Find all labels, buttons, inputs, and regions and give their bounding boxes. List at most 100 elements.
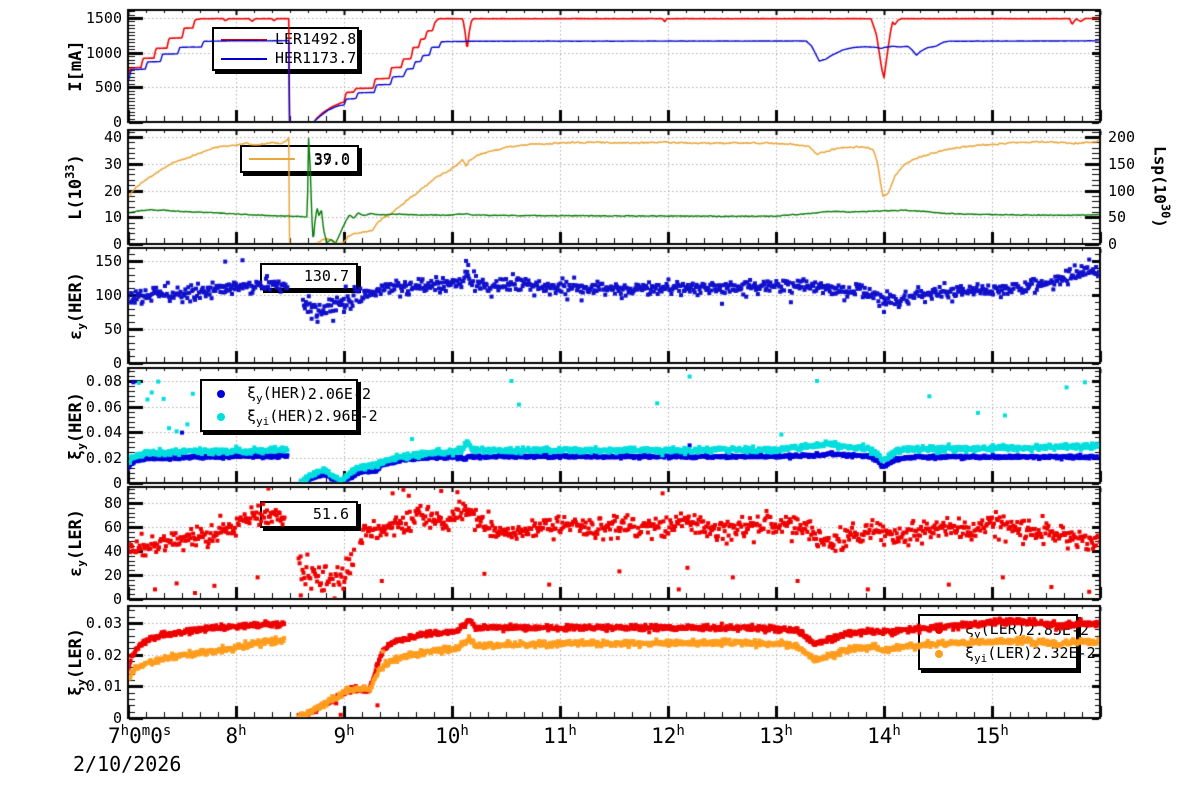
right-y-tick-label: 0 bbox=[1108, 235, 1118, 253]
x-hour-label-unit: h bbox=[784, 723, 793, 739]
y-axis-title-xi-her-text: ξy(HER) bbox=[66, 391, 88, 459]
right-axis-title-text: Lsp(1030) bbox=[1150, 146, 1173, 228]
legend-row: HER 1173.7 bbox=[214, 50, 357, 67]
y-tick-label: 0 bbox=[112, 235, 122, 253]
y-tick-label: 0.02 bbox=[85, 645, 122, 664]
y-axis-title-luminosity-text-text2: ) bbox=[66, 154, 86, 165]
x-hour-label-num: 15 bbox=[975, 724, 1001, 748]
x-tick-label-hour: 10h bbox=[435, 723, 469, 748]
legend-series-label: ξyi(HER) bbox=[247, 406, 315, 428]
y-axis-title-ey-her-text-text: ε bbox=[66, 329, 86, 340]
y-tick-label: 60 bbox=[103, 517, 122, 536]
legend-marker-dot bbox=[217, 390, 225, 399]
y-axis-title-beam-current-text: I[mA] bbox=[66, 40, 86, 91]
legend-series-label: LER bbox=[275, 31, 302, 48]
y-tick-label: 0.06 bbox=[85, 397, 122, 416]
y-tick-label: 0 bbox=[112, 590, 122, 608]
right-y-tick-label: 50 bbox=[1108, 208, 1127, 227]
legend-marker-dot bbox=[935, 626, 943, 635]
legend-row: ξyi(LER) 2.32E-2 bbox=[920, 643, 1096, 665]
legend-series-label-text-text: ξ bbox=[965, 643, 975, 662]
y-axis-title-luminosity-text-text: L(10 bbox=[66, 178, 86, 220]
x-hour-label-unit: h bbox=[460, 723, 469, 739]
x-first-label-unit: m bbox=[141, 723, 151, 739]
legend-series-label-text-subscript: yi bbox=[974, 651, 988, 665]
y-axis-title-ey-her-text-text2: (HER) bbox=[66, 271, 86, 323]
legend-series-label: HER bbox=[275, 50, 302, 67]
y-axis-title-beam-current: I[mA] bbox=[66, 40, 86, 91]
legend-series-value: 130.7 bbox=[304, 268, 349, 285]
legend-value-text: 2.32E-2 bbox=[1032, 644, 1096, 663]
x-first-label-num: 0 bbox=[150, 724, 163, 748]
legend-series-label-text: HER bbox=[275, 49, 302, 67]
x-first-label-unit: s bbox=[162, 723, 172, 739]
x-tick-label-hour: 12h bbox=[651, 723, 685, 748]
y-tick-label: 1500 bbox=[85, 8, 122, 27]
legend-series-label-text-text: LER bbox=[275, 30, 303, 48]
y-tick-label: 80 bbox=[103, 493, 122, 512]
y-tick-label: 50 bbox=[103, 319, 122, 338]
x-hour-label-num: 8 bbox=[225, 724, 239, 748]
legend-series-label-text: ξy(HER) bbox=[247, 384, 308, 406]
right-y-tick-label: 150 bbox=[1108, 154, 1136, 173]
legend-series-label-text-text: ξ bbox=[965, 620, 975, 639]
y-axis-title-xi-ler-text: ξy(LER) bbox=[66, 628, 88, 697]
legend-row: 51.6 bbox=[262, 506, 356, 523]
legend-line-sample bbox=[221, 38, 267, 41]
right-axis-title: Lsp(1030) bbox=[1150, 146, 1173, 228]
legend-box-luminosity: 39.0 37.0 bbox=[240, 145, 359, 173]
y-tick-label: 0.03 bbox=[85, 614, 122, 632]
x-first-label-num: 7 bbox=[108, 724, 121, 748]
legend-series-label-text-text2: (LER) bbox=[987, 643, 1033, 662]
y-axis-title-xi-her-text-subscript: y bbox=[75, 442, 88, 450]
y-axis-title-ey-ler-text-text2: (LER) bbox=[66, 508, 86, 561]
y-tick-label: 0 bbox=[112, 474, 122, 492]
x-hour-label-num: 12 bbox=[651, 724, 677, 748]
legend-series-label-text: ξyi(LER) bbox=[965, 643, 1033, 665]
y-tick-label: 0.02 bbox=[85, 448, 122, 467]
legend-series-value: 2.32E-2 bbox=[1032, 645, 1095, 662]
y-tick-label: 0.04 bbox=[85, 423, 122, 441]
legend-series-label-text-text2: (HER) bbox=[269, 406, 315, 425]
y-axis-title-xi-ler-text-text: ξ bbox=[66, 685, 86, 697]
legend-series-value: 2.83E-2 bbox=[1026, 621, 1089, 639]
legend-value-text: 1492.8 bbox=[302, 30, 357, 48]
legend-box-xi-ler: ξy(LER) 2.83E-2 ξyi(LER) 2.32E-2 bbox=[918, 614, 1096, 670]
legend-box-ey-ler: 51.6 bbox=[260, 501, 358, 528]
legend-value-text: 2.96E-2 bbox=[314, 407, 378, 426]
x-tick-label-hour: 13h bbox=[759, 723, 793, 748]
legend-value-text: 1173.7 bbox=[302, 49, 357, 67]
y-tick-label: 150 bbox=[94, 251, 122, 270]
y-tick-label: 20 bbox=[103, 181, 122, 200]
x-hour-label-num: 9 bbox=[333, 724, 347, 748]
y-tick-label: 0 bbox=[112, 354, 122, 372]
y-tick-label: 40 bbox=[103, 541, 122, 560]
legend-value-text: 51.6 bbox=[312, 505, 349, 523]
y-tick-label: 100 bbox=[94, 285, 122, 304]
legend-series-label-text-text: ξ bbox=[247, 406, 257, 425]
right-axis-title-text-text: Lsp(10 bbox=[1150, 146, 1170, 204]
y-tick-label: 0.08 bbox=[85, 372, 122, 390]
legend-series-label-text-text2: (HER) bbox=[262, 384, 308, 403]
x-hour-label-num: 13 bbox=[759, 724, 785, 748]
right-axis-title-text-superscript: 30 bbox=[1158, 203, 1173, 219]
legend-series-label-text-subscript: yi bbox=[256, 414, 270, 428]
x-hour-label-num: 14 bbox=[867, 724, 893, 748]
y-axis-title-ey-her: εy(HER) bbox=[66, 271, 88, 340]
legend-value-overlap-text: 37.0 bbox=[313, 151, 350, 169]
y-axis-title-xi-ler: ξy(LER) bbox=[66, 628, 88, 697]
legend-series-value: 2.06E-2 bbox=[308, 385, 371, 403]
legend-row: LER 1492.8 bbox=[214, 31, 357, 48]
legend-series-label-text: ξyi(HER) bbox=[247, 406, 315, 428]
legend-box-beam-current: LER 1492.8 HER 1173.7 bbox=[212, 27, 359, 71]
legend-series-label-text: LER bbox=[275, 30, 302, 48]
legend-line-sample bbox=[249, 158, 295, 160]
legend-marker-dot bbox=[217, 412, 225, 421]
right-y-tick-label: 200 bbox=[1108, 128, 1136, 146]
y-tick-label: 20 bbox=[103, 565, 122, 584]
x-hour-label-num: 11 bbox=[543, 724, 569, 748]
x-first-label-num: 0 bbox=[129, 724, 142, 748]
legend-line-sample bbox=[221, 57, 267, 60]
x-first-label-unit: h bbox=[120, 723, 130, 739]
